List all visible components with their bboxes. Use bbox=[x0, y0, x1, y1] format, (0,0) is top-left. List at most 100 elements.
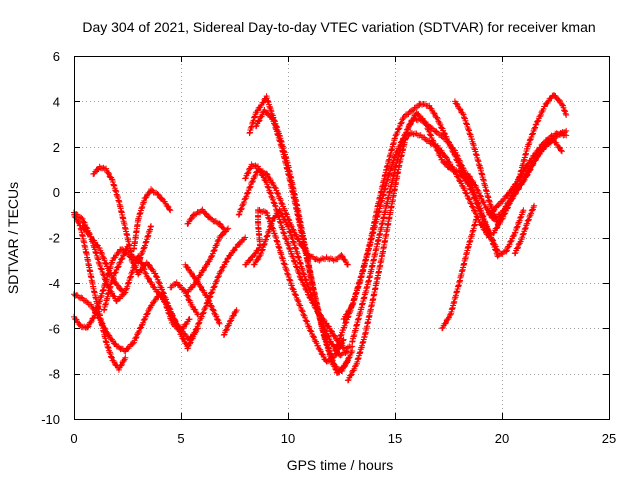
data-point-marks bbox=[338, 252, 351, 268]
data-point-marks bbox=[100, 277, 116, 314]
data-point-marks bbox=[242, 163, 254, 182]
axis-ticks: 0 5 10 15 20 25 -10 -8 -6 -4 -2 0 2 4 6 bbox=[41, 49, 616, 446]
y-tick-label: -6 bbox=[48, 321, 60, 336]
track-25 bbox=[439, 216, 480, 332]
data-point-marks bbox=[195, 279, 209, 299]
data-point-marks bbox=[451, 168, 466, 190]
data-point-marks bbox=[464, 216, 480, 252]
data-point-marks bbox=[374, 167, 390, 209]
data-point-marks bbox=[541, 137, 556, 150]
data-point-marks bbox=[135, 244, 148, 267]
data-point-marks bbox=[130, 217, 141, 252]
data-point-marks bbox=[216, 225, 232, 241]
data-point-marks bbox=[190, 313, 205, 338]
y-tick-label: 0 bbox=[53, 185, 60, 200]
data-point-marks bbox=[383, 135, 398, 173]
data-point-marks bbox=[295, 216, 310, 262]
data-point-marks bbox=[135, 197, 148, 222]
data-point-marks bbox=[486, 230, 501, 258]
data-point-marks bbox=[357, 277, 372, 313]
data-point-marks bbox=[434, 142, 449, 160]
data-point-marks bbox=[353, 333, 368, 368]
data-point-marks bbox=[255, 222, 264, 249]
data-point-marks bbox=[263, 209, 278, 237]
data-point-marks bbox=[103, 165, 115, 183]
data-point-marks bbox=[289, 285, 304, 309]
y-tick-label: -8 bbox=[48, 367, 60, 382]
data-point-marks bbox=[357, 245, 372, 281]
data-point-marks bbox=[554, 130, 570, 139]
data-point-marks bbox=[105, 331, 119, 348]
data-point-marks bbox=[439, 156, 453, 171]
data-point-marks bbox=[178, 316, 193, 333]
data-point-marks bbox=[329, 361, 344, 373]
data-point-marks bbox=[285, 223, 300, 252]
data-point-marks bbox=[524, 157, 539, 178]
data-points bbox=[71, 92, 570, 384]
data-point-marks bbox=[216, 255, 231, 277]
y-axis-label: SDTVAR / TECUs bbox=[5, 182, 21, 294]
track-12 bbox=[184, 206, 227, 232]
data-point-marks bbox=[220, 323, 231, 339]
track-5 bbox=[79, 223, 127, 295]
data-point-marks bbox=[122, 264, 137, 296]
track-19 bbox=[246, 93, 356, 376]
data-point-marks bbox=[118, 243, 131, 263]
data-point-marks bbox=[248, 168, 261, 186]
x-tick-label: 10 bbox=[281, 431, 295, 446]
data-point-marks bbox=[451, 98, 466, 116]
data-point-marks bbox=[349, 309, 364, 345]
data-point-marks bbox=[490, 211, 504, 222]
data-point-marks bbox=[199, 256, 214, 274]
data-point-marks bbox=[387, 163, 402, 214]
data-point-marks bbox=[477, 165, 492, 204]
data-point-marks bbox=[103, 339, 116, 361]
data-point-marks bbox=[173, 279, 188, 294]
data-point-marks bbox=[225, 315, 235, 329]
data-point-marks bbox=[246, 111, 259, 137]
data-point-marks bbox=[486, 203, 500, 218]
data-point-marks bbox=[250, 253, 263, 268]
data-point-marks bbox=[113, 343, 128, 354]
data-point-marks bbox=[199, 206, 213, 221]
data-point-marks bbox=[122, 225, 135, 258]
data-point-marks bbox=[550, 136, 565, 155]
data-point-marks bbox=[426, 123, 440, 135]
data-point-marks bbox=[417, 117, 432, 128]
data-point-marks bbox=[235, 196, 248, 218]
data-point-marks bbox=[374, 203, 390, 245]
data-point-marks bbox=[362, 295, 377, 338]
data-point-marks bbox=[184, 212, 196, 227]
x-tick-label: 20 bbox=[495, 431, 509, 446]
data-point-marks bbox=[524, 121, 539, 150]
data-point-marks bbox=[141, 223, 155, 251]
data-point-marks bbox=[503, 232, 518, 255]
y-tick-label: 6 bbox=[53, 49, 60, 64]
data-point-marks bbox=[426, 102, 441, 121]
data-point-marks bbox=[270, 115, 285, 149]
data-point-marks bbox=[160, 295, 175, 326]
x-tick-label: 5 bbox=[177, 431, 184, 446]
data-point-marks bbox=[83, 251, 96, 290]
data-point-marks bbox=[293, 248, 308, 280]
data-point-marks bbox=[516, 172, 530, 192]
data-point-marks bbox=[533, 103, 548, 128]
data-point-marks bbox=[473, 184, 488, 208]
data-point-marks bbox=[443, 154, 458, 175]
track-13 bbox=[184, 234, 249, 352]
data-point-marks bbox=[276, 206, 291, 228]
data-point-marks bbox=[392, 135, 407, 173]
data-point-marks bbox=[182, 288, 195, 308]
data-point-marks bbox=[152, 270, 167, 296]
data-point-marks bbox=[270, 209, 282, 222]
data-point-marks bbox=[447, 282, 462, 318]
x-axis-label: GPS time / hours bbox=[287, 457, 394, 473]
data-point-marks bbox=[287, 177, 302, 222]
data-point-marks bbox=[370, 253, 385, 299]
data-point-marks bbox=[499, 200, 513, 222]
data-point-marks bbox=[188, 270, 201, 285]
data-point-marks bbox=[511, 170, 526, 188]
data-point-marks bbox=[167, 280, 179, 291]
data-point-marks bbox=[252, 101, 265, 116]
